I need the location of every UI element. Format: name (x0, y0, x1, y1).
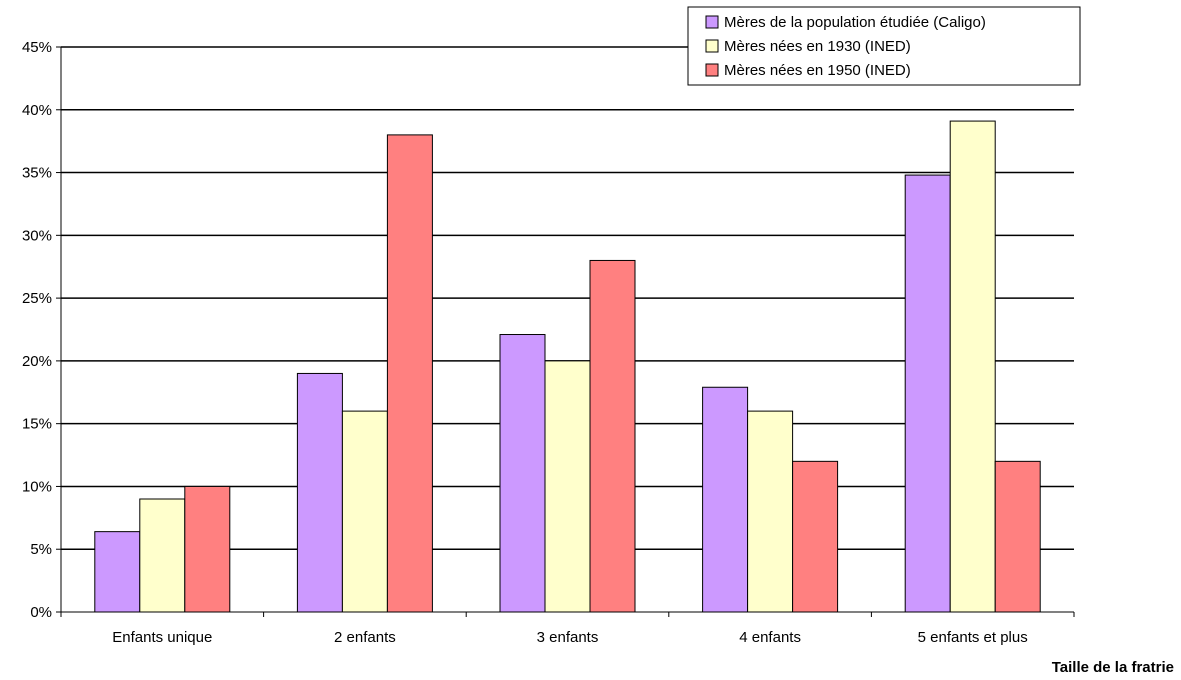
bar (499, 334, 546, 613)
x-tick-label: 4 enfants (739, 629, 801, 646)
legend-label: Mères nées en 1930 (INED) (724, 38, 911, 55)
bar (702, 386, 749, 613)
legend: Mères de la population étudiée (Caligo) M… (687, 6, 1081, 86)
bar (949, 120, 996, 613)
y-tick-label: 5% (30, 541, 52, 558)
bar (747, 410, 794, 613)
x-tick-label: 2 enfants (334, 629, 396, 646)
x-axis-title: Taille de la fratrie (1052, 659, 1174, 676)
y-tick-label: 30% (22, 227, 52, 244)
legend-box (687, 6, 1081, 86)
legend-swatch (705, 63, 719, 77)
bar (139, 498, 186, 613)
bar (184, 485, 231, 613)
legend-label: Mères nées en 1950 (INED) (724, 62, 911, 79)
bar (386, 134, 433, 613)
bars (94, 120, 1041, 613)
bar (341, 410, 388, 613)
y-tick-label: 25% (22, 290, 52, 307)
bar (994, 460, 1041, 613)
bar (94, 531, 141, 613)
bar (792, 460, 839, 613)
y-tick-label: 45% (22, 39, 52, 56)
bar (544, 360, 591, 613)
legend-swatch (705, 39, 719, 53)
y-axis-ticks: 0% 5% 10% 15% 20% 25% 30% 35% 40% 45% (22, 39, 61, 621)
x-axis-ticks: Enfants unique 2 enfants 3 enfants 4 enfant… (60, 612, 1075, 646)
legend-label: Mères de la population étudiée (Caligo) (724, 14, 986, 31)
bar (589, 259, 636, 613)
y-tick-label: 20% (22, 353, 52, 370)
y-tick-label: 0% (30, 604, 52, 621)
bar (296, 372, 343, 613)
bar (904, 174, 951, 613)
x-tick-label: 5 enfants et plus (918, 629, 1028, 646)
x-tick-label: 3 enfants (537, 629, 599, 646)
y-tick-label: 15% (22, 416, 52, 433)
legend-swatch (705, 15, 719, 29)
x-tick-label: Enfants unique (112, 629, 212, 646)
y-tick-label: 35% (22, 165, 52, 182)
y-tick-label: 40% (22, 102, 52, 119)
y-tick-label: 10% (22, 478, 52, 495)
